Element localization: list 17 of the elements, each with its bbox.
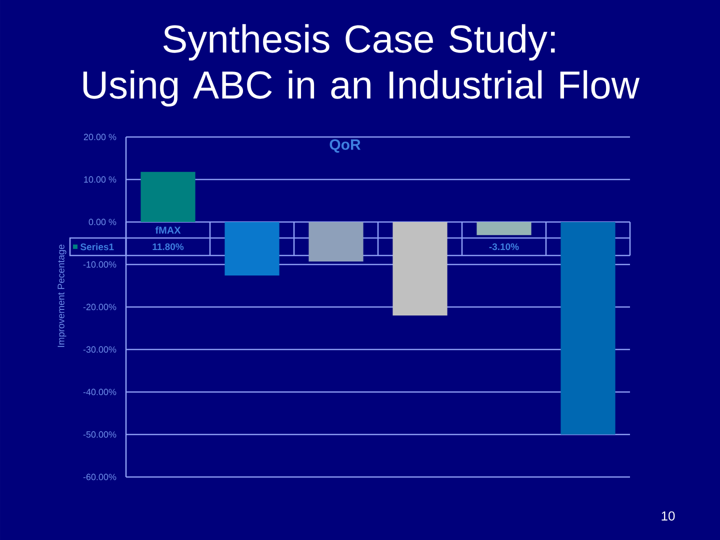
data-label: -3.10%	[489, 243, 519, 250]
y-axis-title: Improvement Pecentage	[58, 244, 66, 347]
y-tick-label: 10.00 %	[84, 176, 116, 183]
text: 10	[662, 511, 675, 521]
y-tick-label: -40.00%	[83, 388, 116, 396]
y-tick-label: 20.00 %	[84, 134, 116, 140]
y-tick-label: -20.00%	[83, 304, 116, 310]
x-tick-label: fMAX	[155, 226, 181, 234]
data-label: 11.80%	[152, 243, 184, 250]
y-tick-label: -60.00%	[83, 474, 116, 480]
y-tick-label: -50.00%	[83, 431, 116, 438]
legend-label: Series1	[80, 243, 114, 250]
y-tick-label: -10.00%	[83, 261, 116, 268]
chart-subtitle: QoR	[330, 139, 361, 153]
y-tick-label: 0.00 %	[88, 218, 116, 226]
y-tick-label: -30.00%	[83, 346, 116, 353]
chart-title: Synthesis Case Study: Using ABC in an Industrial Flow	[83, 24, 640, 107]
